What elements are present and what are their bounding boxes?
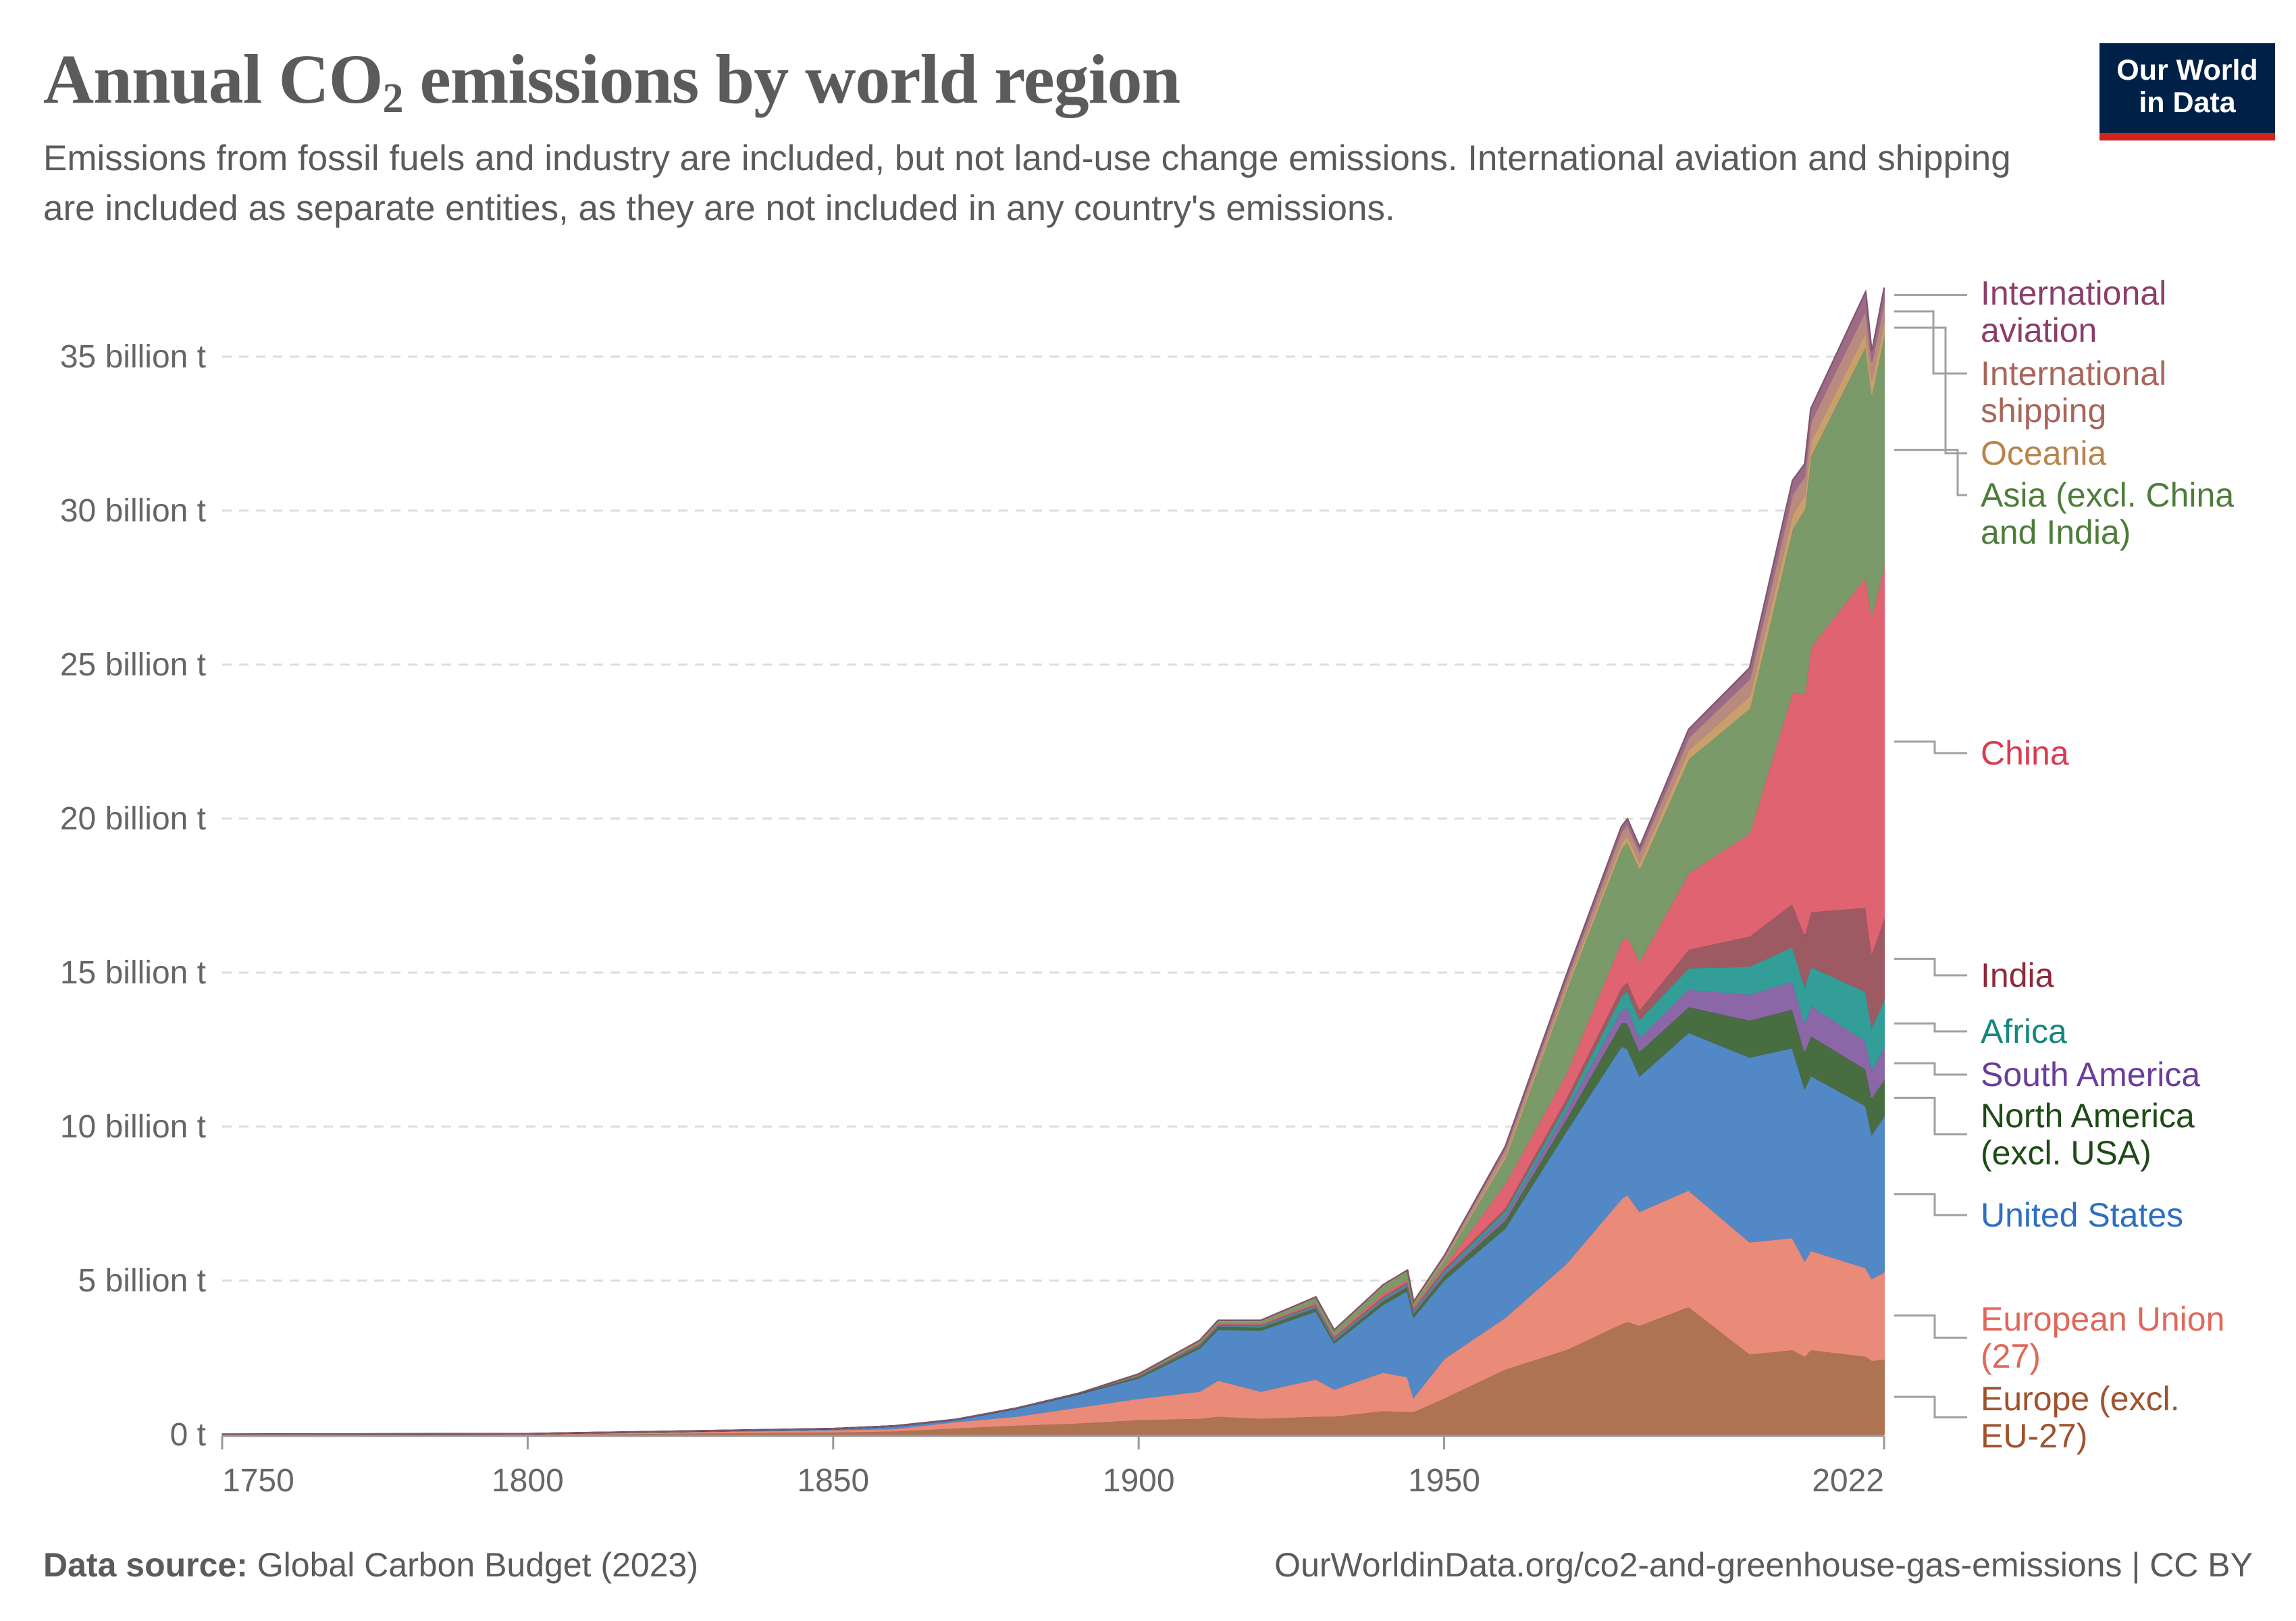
legend-connector [1894, 1314, 1967, 1339]
legend-label[interactable]: European Union (27) [1981, 1300, 2224, 1375]
data-source-label: Data source: [43, 1546, 248, 1584]
legend-label-line: International [1981, 274, 2166, 312]
legend-label-line: United States [1981, 1196, 2183, 1234]
footer-link[interactable]: OurWorldinData.org/co2-and-greenhouse-ga… [1274, 1546, 2253, 1584]
x-tick-label: 1900 [1103, 1463, 1175, 1499]
legend-connector [1894, 310, 1967, 375]
legend-label[interactable]: International shipping [1981, 355, 2166, 430]
owid-logo[interactable]: Our World in Data [2099, 43, 2275, 140]
area-layers [221, 287, 1885, 1436]
legend-label-line: Asia (excl. China [1981, 476, 2234, 514]
legend-connector [1894, 740, 1967, 754]
legend-label[interactable]: North America (excl. USA) [1981, 1097, 2195, 1172]
legend-label-line: Africa [1981, 1012, 2067, 1050]
x-tick-label: 2022 [1812, 1463, 1884, 1499]
y-tick-label: 0 t [170, 1417, 206, 1453]
legend-connector [1894, 448, 1967, 496]
legend-label[interactable]: India [1981, 956, 2054, 994]
area-international-aviation[interactable] [221, 287, 1885, 1435]
data-source: Data source: Global Carbon Budget (2023) [43, 1545, 698, 1585]
legend-connector [1894, 1193, 1967, 1216]
legend-label-line: International [1981, 355, 2166, 392]
legend-label-line: China [1981, 734, 2069, 772]
legend-label[interactable]: United States [1981, 1196, 2183, 1234]
y-tick-label: 15 billion t [60, 955, 206, 991]
legend-label-line: Oceania [1981, 434, 2106, 472]
x-tick-label: 1800 [492, 1463, 564, 1499]
legend-label[interactable]: Europe (excl. EU-27) [1981, 1380, 2180, 1455]
legend-label-line: (27) [1981, 1337, 2041, 1375]
title-subscript: 2 [382, 76, 404, 122]
legend-connector [1894, 1096, 1967, 1135]
legend-connector [1894, 1022, 1967, 1033]
logo-accent-bar [2099, 133, 2275, 140]
area-edge [221, 288, 1885, 1435]
chart-subtitle: Emissions from fossil fuels and industry… [43, 138, 2011, 228]
legend-label-line: EU-27) [1981, 1417, 2087, 1455]
legend-label-line: and India) [1981, 513, 2131, 551]
x-tick-label: 1950 [1408, 1463, 1480, 1499]
data-source-text: Global Carbon Budget (2023) [247, 1546, 698, 1584]
axes: 1750 1800 1850 1900 1950 2022 [221, 1435, 1885, 1499]
y-tick-label: 25 billion t [60, 647, 206, 683]
legend-label-line: North America [1981, 1097, 2195, 1135]
title-text-suffix: emissions by world region [402, 41, 1181, 118]
legend-label-line: India [1981, 956, 2054, 994]
legend-label-line: aviation [1981, 311, 2097, 349]
legend-label[interactable]: China [1981, 734, 2069, 772]
y-tick-label: 30 billion t [60, 493, 206, 529]
y-tick-label: 5 billion t [78, 1263, 206, 1299]
legend-label[interactable]: Africa [1981, 1012, 2067, 1050]
legend: Europe (excl. EU-27)European Union (27)Uni… [1894, 274, 2234, 1455]
legend-connector [1894, 326, 1967, 455]
legend-label[interactable]: South America [1981, 1056, 2200, 1093]
legend-connector [1894, 1062, 1967, 1076]
legend-label-line: European Union [1981, 1300, 2224, 1338]
legend-label-line: Europe (excl. [1981, 1380, 2180, 1418]
y-tick-label: 20 billion t [60, 801, 206, 837]
legend-label[interactable]: Oceania [1981, 434, 2106, 472]
legend-label[interactable]: International aviation [1981, 274, 2166, 349]
chart-title: Annual CO2 emissions by world region [43, 39, 1180, 123]
gridlines: 0 t 5 billion t 10 billion t 15 billion t 20… [60, 339, 1884, 1453]
legend-connector [1894, 958, 1967, 977]
logo-line-1: Our World [2116, 54, 2258, 86]
legend-label[interactable]: Asia (excl. China and India) [1981, 476, 2234, 551]
title-text: Annual CO [43, 41, 384, 118]
y-tick-label: 10 billion t [60, 1109, 206, 1145]
legend-label-line: South America [1981, 1056, 2200, 1093]
y-tick-label: 35 billion t [60, 339, 206, 375]
x-tick-label: 1850 [797, 1463, 869, 1499]
legend-label-line: shipping [1981, 392, 2106, 430]
legend-connector [1894, 1395, 1967, 1418]
x-tick-label: 1750 [222, 1463, 294, 1499]
legend-label-line: (excl. USA) [1981, 1134, 2151, 1172]
logo-line-2: in Data [2139, 86, 2236, 119]
